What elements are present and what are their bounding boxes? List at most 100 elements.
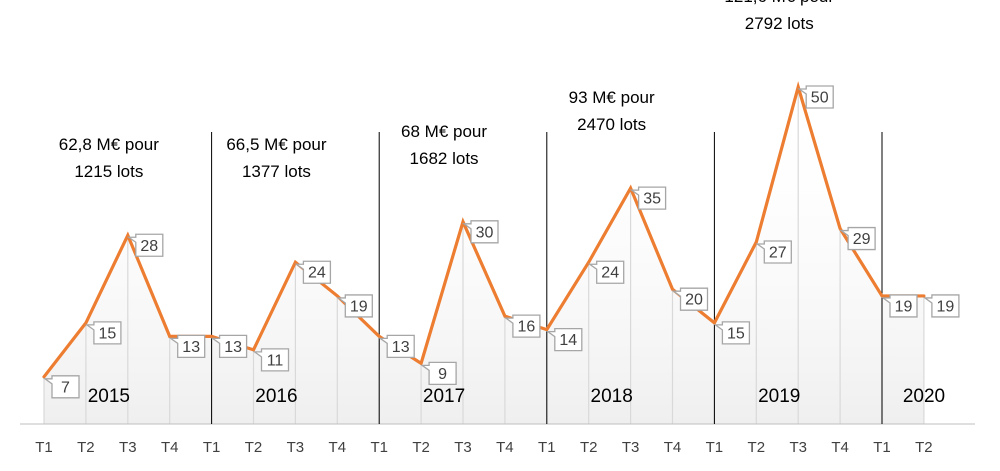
year-label: 2019: [758, 386, 800, 407]
area-fill: [44, 87, 924, 424]
data-label-value: 15: [99, 325, 117, 342]
x-axis: T1 T2 T3 T4 T1 T2 T3 T4 T1 T2 T3 T4 T1 T2 T3 T4 T1 T2 T3 T4…: [20, 423, 975, 456]
x-tick-label: T4: [831, 439, 849, 456]
data-label-value: 9: [438, 366, 447, 383]
year-label: 2017: [423, 386, 465, 407]
data-label-box: [755, 240, 792, 264]
data-label: 30: [461, 220, 499, 244]
data-label-value: 30: [476, 224, 494, 241]
year-annotation-line: 2792 lots: [745, 14, 814, 33]
x-tick-label: T3: [119, 439, 137, 456]
data-label-box: [252, 348, 290, 372]
x-tick-label: T4: [496, 439, 514, 456]
data-label-box: [126, 233, 164, 257]
data-labels: 7 15 28 13 13 11 24 19 13 9 30 16 14 24 35 20 15 27 50 29 19…: [42, 85, 960, 399]
data-label-value: 13: [182, 339, 200, 356]
data-label: 13: [168, 334, 206, 359]
data-label-value: 20: [685, 292, 703, 309]
data-label-value: 7: [61, 379, 70, 396]
data-label-value: 29: [853, 231, 871, 248]
x-tick-label: T2: [245, 439, 263, 456]
data-label: 19: [880, 294, 918, 318]
data-label-box: [294, 260, 332, 284]
year-label: 2020: [903, 386, 945, 407]
data-label: 7: [42, 375, 80, 399]
data-label-value: 24: [308, 265, 326, 282]
data-label: 35: [629, 186, 667, 210]
x-tick-label: T3: [622, 439, 640, 456]
year-label: 2016: [255, 386, 297, 407]
data-label-value: 28: [140, 238, 158, 255]
year-annotation-line: 62,8 M€ pour: [59, 135, 160, 154]
data-label: 15: [84, 321, 122, 345]
data-label-value: 50: [811, 90, 829, 107]
x-tick-label: T2: [412, 439, 430, 456]
year-annotation-line: 93 M€ pour: [569, 88, 655, 107]
data-label: 14: [545, 327, 583, 352]
data-label: 13: [210, 334, 248, 359]
data-label-box: [461, 220, 499, 244]
data-label-value: 16: [518, 319, 536, 336]
data-label-box: [587, 260, 625, 284]
x-tick-label: T4: [329, 439, 347, 456]
data-label-box: [629, 186, 667, 210]
data-label-box: [797, 85, 834, 109]
x-tick-label: T1: [873, 439, 891, 456]
data-label: 16: [503, 314, 541, 338]
data-label: 24: [294, 260, 332, 284]
x-tick-label: T4: [161, 439, 179, 456]
year-annotation-line: 1377 lots: [242, 162, 311, 181]
data-label-value: 14: [559, 332, 577, 349]
data-label-value: 13: [224, 339, 242, 356]
x-tick-label: T1: [203, 439, 221, 456]
data-label-box: [84, 321, 122, 345]
data-label-value: 27: [769, 245, 787, 262]
x-tick-label: T4: [664, 439, 682, 456]
data-label-box: [42, 375, 80, 399]
data-label: 13: [378, 334, 415, 359]
x-tick-label: T2: [77, 439, 95, 456]
data-label-box: [336, 294, 373, 318]
data-label: 19: [336, 294, 373, 318]
data-label-value: 15: [727, 325, 745, 342]
year-annotation-line: 66,5 M€ pour: [226, 135, 327, 154]
data-label: 15: [713, 321, 751, 345]
x-tick-label: T1: [538, 439, 556, 456]
data-label: 19: [922, 294, 960, 318]
year-annotation-line: 1682 lots: [410, 149, 479, 168]
year-annotation-line: 1215 lots: [74, 162, 143, 181]
data-label-box: [880, 294, 918, 318]
data-label-value: 19: [937, 298, 955, 315]
year-annotations: 62,8 M€ pour 1215 lots 66,5 M€ pour 1377 lo…: [59, 0, 835, 181]
data-label-box: [713, 321, 751, 345]
x-tick-label: T2: [748, 439, 766, 456]
data-label-value: 11: [267, 352, 284, 369]
year-labels: 2015 2016 2017 2018 2019 2020: [88, 386, 945, 407]
data-label: 50: [797, 85, 834, 109]
year-separators: [211, 132, 883, 424]
data-label: 24: [587, 260, 625, 284]
year-annotation-line: 2470 lots: [577, 115, 646, 134]
background-area: [44, 87, 924, 424]
data-label-box: [839, 226, 876, 251]
year-label: 2018: [591, 386, 633, 407]
data-label: 9: [420, 361, 457, 385]
data-label-value: 35: [643, 191, 661, 208]
x-tick-label: T3: [454, 439, 472, 456]
year-annotation-line: 68 M€ pour: [401, 122, 487, 141]
data-label: 29: [839, 226, 876, 251]
x-tick-label: T2: [915, 439, 933, 456]
data-label-box: [922, 294, 960, 318]
data-label: 27: [755, 240, 792, 264]
data-label-value: 19: [895, 298, 913, 315]
data-label-box: [420, 361, 457, 385]
year-annotation-line: 121,6 M€ pour: [724, 0, 834, 6]
data-label-box: [503, 314, 541, 338]
data-label: 11: [252, 348, 290, 372]
data-label: 28: [126, 233, 164, 257]
x-tick-label: T2: [580, 439, 598, 456]
data-label-box: [545, 327, 583, 352]
data-label-box: [671, 287, 709, 311]
data-label-box: [210, 334, 248, 359]
data-label-value: 19: [350, 298, 368, 315]
